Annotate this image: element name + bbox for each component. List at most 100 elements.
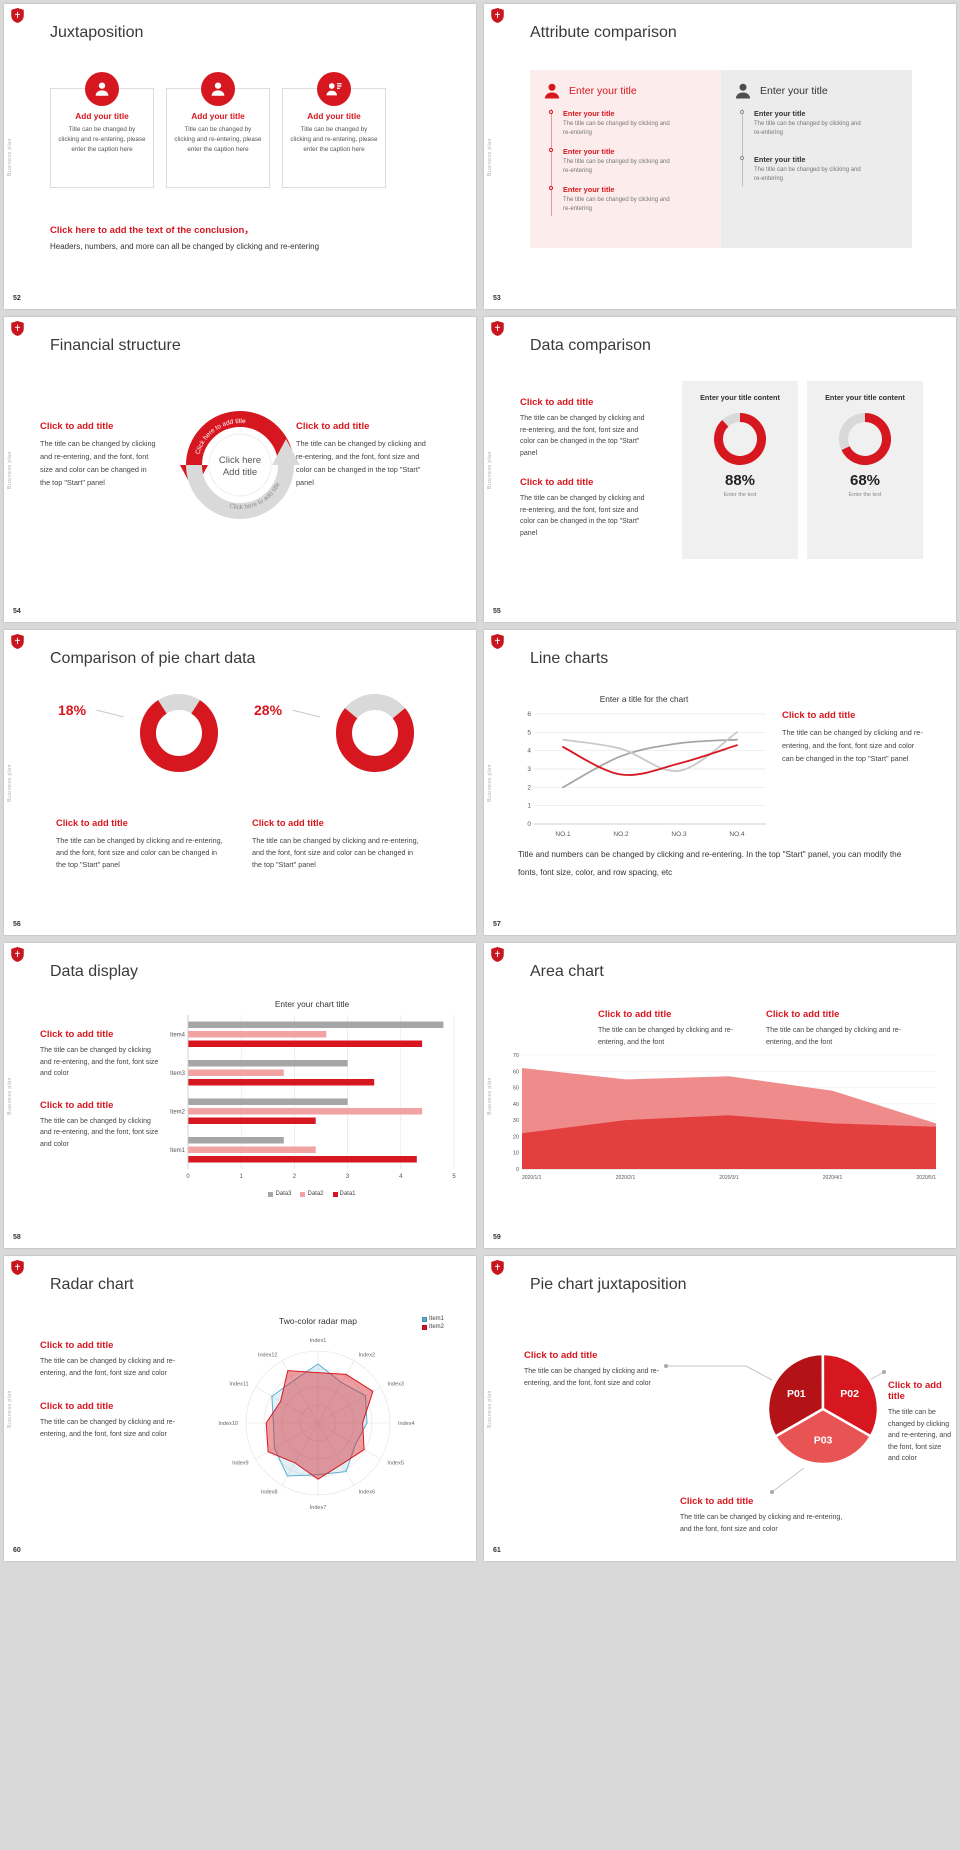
text-block[interactable]: Click to add title The title can be chan… — [520, 477, 654, 539]
legend-label: Data1 — [339, 1191, 356, 1197]
text-block[interactable]: Click to add title The title can be chan… — [888, 1380, 952, 1465]
bar-chart: 0 1 2 3 4 5 Item1 Item2 Item3 Item4 — [162, 1011, 462, 1189]
center-label-line2[interactable]: Add title — [223, 467, 257, 478]
slide-thumbnail-53[interactable]: Business plan Attribute comparison Enter… — [480, 0, 960, 313]
comparison-panel-left[interactable]: Enter your title Enter your title The ti… — [530, 70, 721, 248]
slide-thumbnail-61[interactable]: Business plan Pie chart juxtaposition P0… — [480, 1252, 960, 1565]
stat-panel[interactable]: Enter your title content 88% Enter the t… — [682, 381, 798, 559]
chart-label: Item3 — [170, 1071, 186, 1077]
block-title: Click to add title — [520, 477, 594, 489]
text-block[interactable]: Click to add title The title can be chan… — [680, 1496, 850, 1535]
chart-label: 2020/1/1 — [522, 1175, 542, 1181]
chart-label: 2 — [527, 784, 531, 791]
university-crest-logo — [11, 1260, 24, 1275]
university-crest-logo — [491, 1260, 504, 1275]
timeline-item[interactable]: Enter your title The title can be change… — [739, 155, 900, 186]
text-block[interactable]: Click to add title The title can be chan… — [40, 1340, 182, 1379]
text-block[interactable]: Click to add title The title can be chan… — [40, 1029, 160, 1080]
timeline-item[interactable]: Enter your title The title can be change… — [739, 109, 900, 155]
donut-chart — [714, 412, 766, 465]
chart-label: Item2 — [170, 1109, 186, 1115]
slide-thumbnail-54[interactable]: Business plan Financial structure Click … — [0, 313, 480, 626]
chart-label: Index1 — [310, 1338, 327, 1344]
block-title: Click to add title — [40, 1401, 114, 1413]
block-text: The title can be changed by clicking and… — [888, 1409, 952, 1463]
chart-label: 10 — [513, 1151, 519, 1157]
text-block[interactable]: Click to add title The title can be chan… — [766, 1009, 918, 1048]
chart-label: 0 — [516, 1167, 519, 1173]
text-block[interactable]: Click to add title The title can be chan… — [520, 397, 654, 459]
block-text: The title can be changed by clicking and… — [520, 415, 645, 457]
side-label: Business plan — [7, 763, 13, 802]
text-block-right[interactable]: Click to add title The title can be chan… — [296, 421, 432, 490]
block-text: The title can be changed by clicking and… — [520, 495, 645, 537]
card-title: Add your title — [307, 111, 361, 121]
chart-label: 6 — [527, 711, 531, 718]
block-title[interactable]: Click to add title — [56, 818, 128, 828]
legend-item: Item2 — [421, 1324, 444, 1330]
block-text: The title can be changed by clicking and… — [56, 836, 223, 869]
person-icon — [211, 82, 225, 96]
slide-61: Business plan Pie chart juxtaposition P0… — [484, 1256, 956, 1561]
legend-label: Item2 — [428, 1324, 444, 1330]
block-text: The title can be changed by clicking and… — [40, 1117, 159, 1148]
text-row: Click to add title The title can be chan… — [598, 1009, 918, 1048]
timeline-item[interactable]: Enter your title The title can be change… — [548, 185, 709, 216]
text-block-left[interactable]: Click to add title The title can be chan… — [40, 421, 158, 490]
chart-label: 0 — [527, 821, 531, 828]
content-card[interactable]: Add your title Title can be changed by c… — [50, 72, 154, 188]
text-block[interactable]: Click to add title The title can be chan… — [40, 1401, 182, 1440]
line-chart-block: Enter a title for the chart 0 1 2 3 4 5 6 NO.1 N… — [518, 694, 770, 852]
block-title[interactable]: Click to add title — [252, 818, 324, 828]
chart-label: 5 — [452, 1174, 456, 1180]
legend-item: Data1 — [332, 1191, 356, 1197]
text-block[interactable]: Click to add title The title can be chan… — [598, 1009, 750, 1048]
slide-thumbnail-56[interactable]: Business plan Comparison of pie chart da… — [0, 626, 480, 939]
chart-label: Index11 — [229, 1382, 248, 1388]
comparison-panel-right[interactable]: Enter your title Enter your title The ti… — [721, 70, 912, 248]
block-title: Click to add title — [766, 1009, 840, 1020]
side-label: Business plan — [487, 1389, 493, 1428]
card-row: Add your title Title can be changed by c… — [50, 72, 386, 188]
timeline-item-text: The title can be changed by clicking and… — [754, 167, 861, 182]
stat-panel-heading: Enter your title content — [825, 393, 905, 402]
timeline-item[interactable]: Enter your title The title can be change… — [548, 147, 709, 185]
slide-thumbnail-60[interactable]: Business plan Radar chart Click to add t… — [0, 1252, 480, 1565]
timeline-item-text: The title can be changed by clicking and… — [563, 121, 670, 136]
stat-caption: Enter the text — [848, 491, 882, 498]
chart-label: 60 — [513, 1069, 519, 1075]
text-block[interactable]: Click to add title The title can be chan… — [40, 1100, 160, 1151]
stat-panel[interactable]: Enter your title content 68% Enter the t… — [807, 381, 923, 559]
slide-59: Business plan Area chart Click to add ti… — [484, 943, 956, 1248]
person-icon — [95, 82, 109, 96]
chart-label: NO.1 — [555, 831, 571, 838]
university-crest-logo — [491, 321, 504, 336]
donut-row: 28% — [252, 694, 424, 782]
stat-value: 68% — [849, 471, 881, 489]
text-column: Click to add title The title can be chan… — [40, 1029, 160, 1150]
content-card[interactable]: Add your title Title can be changed by c… — [166, 72, 270, 188]
text-block[interactable]: Click to add title The title can be chan… — [524, 1350, 662, 1389]
pointer-line — [96, 709, 124, 718]
slide-thumbnail-52[interactable]: Business plan Juxtaposition Add your tit… — [0, 0, 480, 313]
center-label-line1[interactable]: Click here — [219, 455, 261, 466]
gray-arrow-head — [272, 439, 300, 465]
slide-thumbnail-58[interactable]: Business plan Data display Click to add … — [0, 939, 480, 1252]
chart-label: 2020/2/1 — [616, 1175, 636, 1181]
timeline-item[interactable]: Enter your title The title can be change… — [548, 109, 709, 147]
text-block[interactable]: Click to add title The title can be chan… — [782, 710, 924, 765]
legend-label: Data2 — [307, 1191, 324, 1197]
slide-thumbnail-57[interactable]: Business plan Line charts Enter a title … — [480, 626, 960, 939]
chart-label: NO.4 — [729, 831, 745, 838]
slide-thumbnail-59[interactable]: Business plan Area chart Click to add ti… — [480, 939, 960, 1252]
block-text: The title can be changed by clicking and… — [766, 1027, 902, 1046]
chart-label: 2020/3/1 — [719, 1175, 739, 1181]
content-card[interactable]: Add your title Title can be changed by c… — [282, 72, 386, 188]
page-number: 59 — [493, 1234, 501, 1241]
slide-thumbnail-55[interactable]: Business plan Data comparison Click to a… — [480, 313, 960, 626]
chart-title: Enter your chart title — [274, 999, 350, 1009]
side-label: Business plan — [487, 1076, 493, 1115]
pie-chart: P01 P02 P03 — [764, 1350, 882, 1468]
block-text: The title can be changed by clicking and… — [680, 1514, 843, 1533]
